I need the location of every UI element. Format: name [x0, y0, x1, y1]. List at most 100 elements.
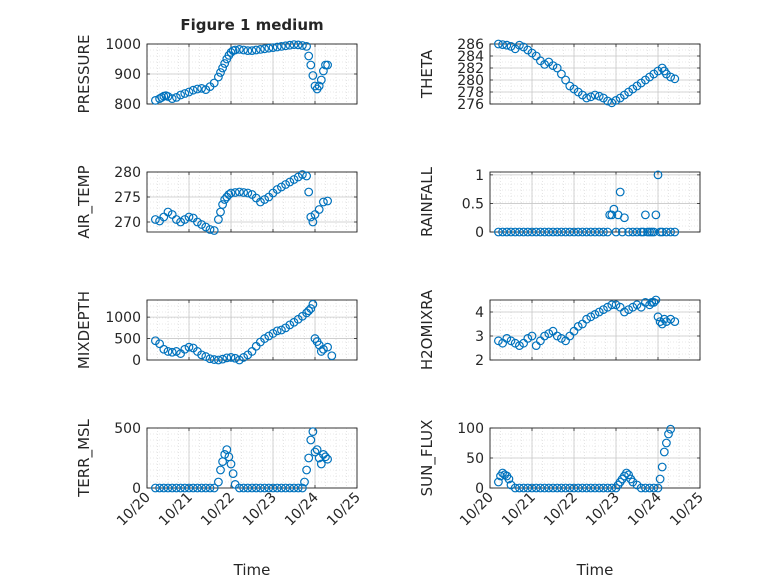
data-point [590, 310, 600, 319]
data-point [176, 90, 186, 100]
data-point [527, 483, 537, 493]
axes-box [146, 171, 358, 233]
data-point [218, 354, 228, 364]
data-point [573, 227, 583, 237]
data-point [651, 295, 661, 305]
data-point [180, 89, 190, 98]
data-point [506, 336, 516, 346]
data-point [548, 61, 558, 70]
data-point [655, 317, 665, 327]
data-point [657, 462, 667, 472]
data-point [599, 227, 608, 237]
data-point [599, 305, 608, 315]
data-point [641, 483, 650, 493]
data-point [304, 187, 314, 197]
data-point [594, 227, 604, 237]
y-axis-label: MIXDEPTH [75, 291, 93, 369]
data-point [218, 200, 228, 209]
data-point [557, 334, 566, 343]
data-point [209, 483, 219, 493]
data-point [645, 483, 654, 493]
data-point [239, 483, 249, 493]
data-point [624, 305, 633, 315]
y-tick-label: 278 [457, 85, 484, 101]
data-point [599, 483, 608, 493]
data-point [649, 227, 659, 237]
data-point [319, 344, 328, 354]
y-tick-label: 0.5 [462, 196, 484, 212]
data-point [641, 298, 650, 307]
x-tick-label: 10/23 [583, 490, 623, 530]
x-tick-label: 10/21 [156, 490, 196, 530]
data-point [268, 483, 278, 493]
data-point [620, 307, 629, 317]
data-point [540, 331, 549, 341]
axes-1: 800 900 1000 PRESSURE [75, 35, 358, 113]
data-point [544, 227, 554, 237]
data-point [277, 325, 286, 335]
y-tick-label: 280 [457, 73, 484, 89]
data-point [494, 39, 503, 49]
data-point [494, 336, 503, 346]
y-tick-label: 1 [475, 168, 484, 184]
data-point [666, 227, 675, 237]
data-point [163, 92, 173, 101]
data-point [624, 470, 633, 480]
data-point [624, 227, 633, 237]
data-point [300, 477, 309, 487]
y-axis-label: THETA [418, 49, 436, 99]
data-point [304, 51, 314, 61]
data-point [272, 42, 282, 52]
data-point [205, 354, 215, 364]
data-point [306, 304, 316, 313]
x-axis-label-right: Time [576, 561, 614, 579]
data-point [205, 225, 215, 234]
data-point [220, 450, 230, 459]
data-point [586, 312, 596, 322]
data-point [557, 227, 566, 237]
data-point [321, 452, 330, 462]
data-point [565, 483, 575, 493]
x-tick-label: 10/24 [625, 489, 665, 529]
data-point [159, 483, 169, 493]
data-point [670, 317, 680, 327]
axes-box [146, 299, 358, 361]
data-point [180, 344, 190, 354]
data-point [298, 483, 307, 493]
data-point [603, 483, 612, 493]
data-point [578, 227, 587, 237]
x-tick-label: 10/25 [324, 490, 364, 530]
y-tick-label: 800 [114, 97, 141, 113]
data-point [527, 331, 537, 341]
data-point [327, 351, 337, 361]
data-point [502, 334, 512, 343]
data-point [247, 46, 257, 55]
y-axis-label: H2OMIXRA [418, 289, 436, 370]
data-point [659, 447, 669, 457]
data-point [506, 227, 516, 237]
y-tick-label: 0 [132, 481, 141, 497]
data-point [659, 314, 669, 324]
data-point [670, 74, 680, 84]
data-point [205, 483, 215, 493]
data-point [293, 40, 303, 50]
x-tick-label: 10/23 [240, 490, 280, 530]
data-point [611, 95, 621, 105]
data-point [188, 483, 198, 493]
data-point [150, 215, 160, 224]
y-tick-label: 1000 [105, 310, 141, 326]
data-point [224, 190, 234, 199]
axes-4: 0 0.5 1 RAINFALL [418, 166, 701, 241]
data-point [323, 342, 333, 352]
x-tick-label: 10/22 [198, 490, 238, 530]
data-point [256, 483, 265, 493]
data-point [176, 483, 186, 493]
data-point [213, 355, 223, 365]
y-tick-label: 0 [475, 481, 484, 497]
x-tick-label: 10/25 [667, 490, 707, 530]
data-point [494, 477, 503, 487]
y-tick-label: 100 [457, 421, 484, 437]
data-point [197, 83, 207, 93]
data-point [167, 94, 177, 103]
